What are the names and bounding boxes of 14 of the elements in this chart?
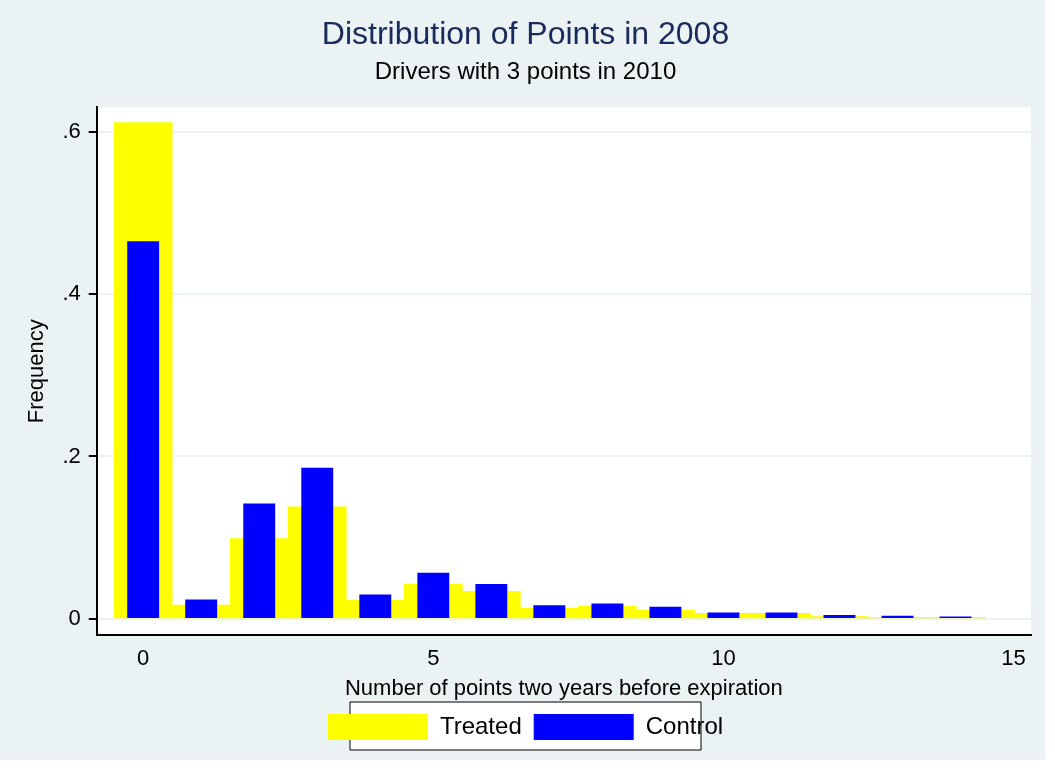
x-tick-label: 15 xyxy=(1001,645,1026,671)
chart-subtitle: Drivers with 3 points in 2010 xyxy=(374,57,677,85)
y-tick-label: .6 xyxy=(62,117,81,143)
y-tick-label: .4 xyxy=(62,280,81,306)
y-tick-label: 0 xyxy=(68,605,81,631)
x-tick-label: 0 xyxy=(137,645,150,671)
y-tick-label: .2 xyxy=(62,442,81,468)
chart-title: Distribution of Points in 2008 xyxy=(321,15,730,52)
legend-label: Treated xyxy=(439,711,522,739)
x-tick-label: 5 xyxy=(427,645,440,671)
x-axis-title: Number of points two years before expiration xyxy=(344,674,783,700)
legend-label: Control xyxy=(645,711,724,739)
x-tick-label: 10 xyxy=(711,645,736,671)
y-axis-title: Frequency xyxy=(23,319,49,424)
